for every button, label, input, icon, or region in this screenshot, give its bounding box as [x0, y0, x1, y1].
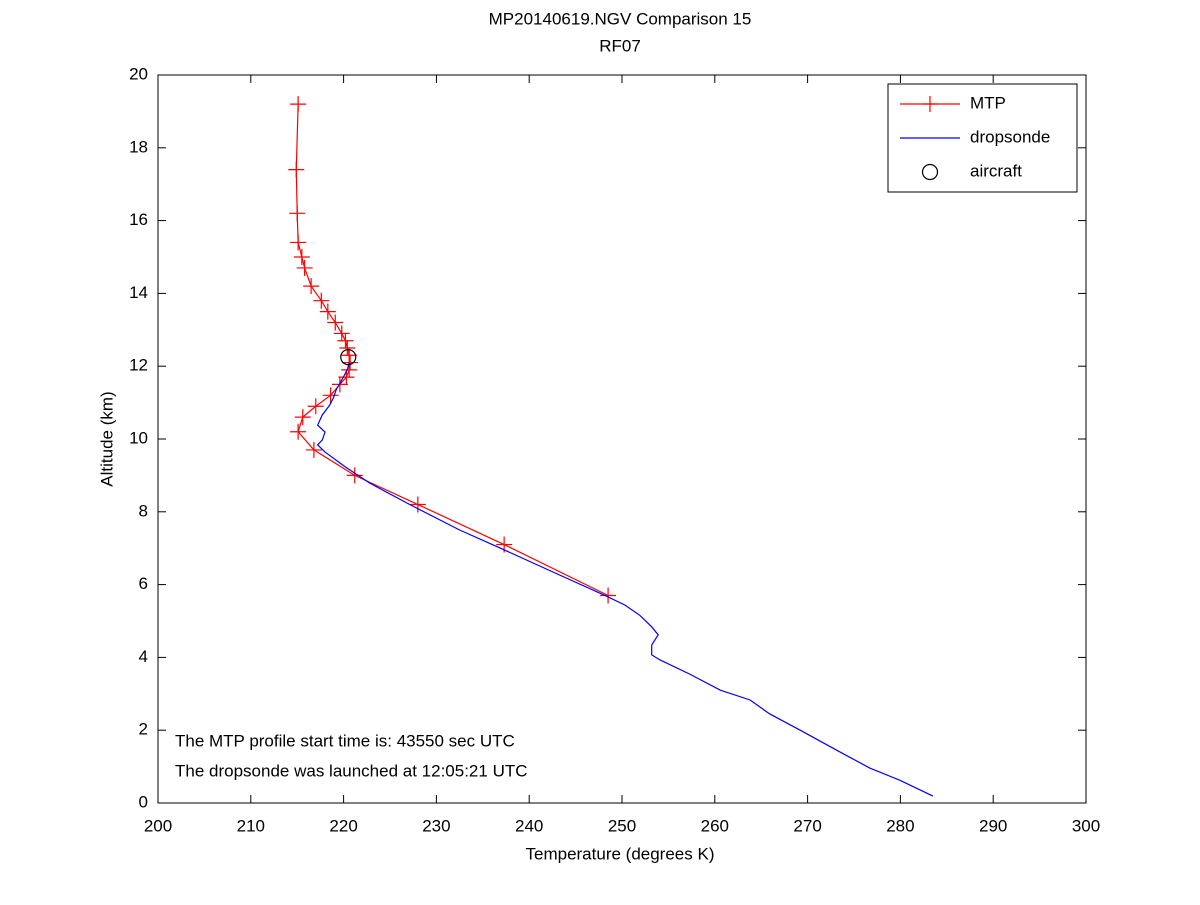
x-tick-label: 270: [793, 816, 821, 835]
plus-marker: [289, 205, 306, 222]
x-tick-label: 210: [237, 816, 265, 835]
y-axis-label: Altitude (km): [97, 391, 116, 486]
y-tick-label: 12: [129, 356, 148, 375]
plus-marker: [296, 259, 313, 276]
x-tick-label: 230: [422, 816, 450, 835]
y-tick-label: 14: [129, 283, 148, 302]
plus-marker: [290, 96, 307, 113]
plus-marker: [319, 303, 336, 320]
plus-marker: [327, 314, 344, 331]
y-tick-label: 2: [139, 720, 148, 739]
legend-label: MTP: [970, 93, 1006, 112]
x-tick-label: 280: [886, 816, 914, 835]
circle-marker: [340, 349, 357, 366]
x-tick-label: 290: [979, 816, 1007, 835]
chart-subtitle: RF07: [599, 36, 641, 55]
plus-marker: [342, 354, 359, 371]
x-tick-label: 240: [515, 816, 543, 835]
circle-marker: [921, 163, 939, 181]
legend-label: dropsonde: [970, 127, 1050, 146]
plus-marker: [337, 332, 354, 349]
y-tick-label: 0: [139, 792, 148, 811]
x-axis-label: Temperature (degrees K): [526, 844, 715, 863]
plus-marker: [288, 161, 305, 178]
plus-marker: [409, 496, 426, 513]
plus-marker: [305, 441, 322, 458]
y-tick-label: 16: [129, 210, 148, 229]
annotation: The MTP profile start time is: 43550 sec…: [175, 731, 515, 750]
plus-marker: [303, 278, 320, 295]
x-tick-label: 200: [144, 816, 172, 835]
plus-marker: [333, 325, 350, 342]
plus-marker: [293, 249, 310, 265]
plus-marker: [322, 387, 339, 404]
annotation: The dropsonde was launched at 12:05:21 U…: [175, 761, 528, 780]
plus-marker: [346, 467, 363, 484]
y-tick-label: 18: [129, 137, 148, 156]
legend-label: aircraft: [970, 161, 1022, 180]
x-tick-label: 250: [608, 816, 636, 835]
y-tick-label: 4: [139, 647, 148, 666]
plus-marker: [290, 234, 307, 251]
plus-marker: [600, 587, 617, 604]
plus-marker: [922, 96, 938, 112]
plot-area: [157, 74, 1087, 804]
plus-marker: [339, 340, 356, 356]
y-tick-label: 6: [139, 574, 148, 593]
series-line: [316, 362, 934, 797]
y-tick-label: 20: [129, 64, 148, 83]
plus-marker: [290, 423, 307, 440]
x-tick-label: 260: [701, 816, 729, 835]
x-tick-label: 220: [329, 816, 357, 835]
y-tick-label: 10: [129, 428, 148, 447]
x-tick-label: 300: [1072, 816, 1100, 835]
chart-title: MP20140619.NGV Comparison 15: [489, 9, 752, 28]
plus-marker: [307, 398, 324, 415]
plus-marker: [313, 292, 330, 309]
y-tick-label: 8: [139, 501, 148, 520]
plus-marker: [294, 409, 311, 426]
